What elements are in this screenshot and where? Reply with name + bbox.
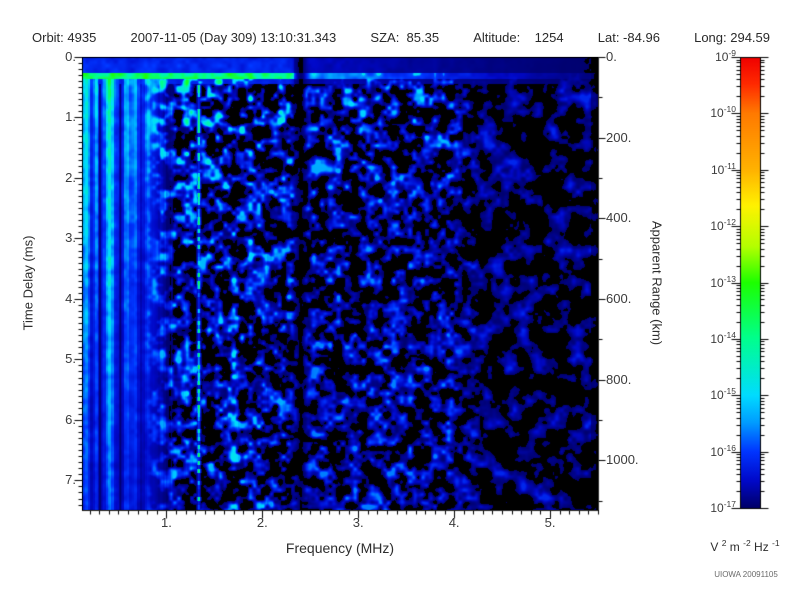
- colorbar-tick-label: 10-10: [710, 104, 736, 121]
- colorbar-tick-label: 10-17: [710, 499, 736, 515]
- credit-label: UIOWA 20091105: [714, 570, 778, 579]
- x-tick-label: 5.: [544, 515, 556, 530]
- right-tick-label: 600.: [606, 291, 632, 307]
- right-tick-label: 0.: [606, 49, 617, 64]
- y-tick-label: 5.: [65, 351, 76, 367]
- y-axis-title: Time Delay (ms): [20, 235, 36, 331]
- y-tick-label: 2.: [65, 169, 76, 185]
- y-tick-label: 3.: [65, 230, 76, 246]
- y-tick-label: 6.: [65, 411, 76, 427]
- colorbar-units-label: V 2 m -2 Hz -1: [710, 538, 780, 554]
- x-tick-label: 2.: [256, 515, 268, 530]
- colorbar-tick-label: 10-13: [710, 273, 736, 290]
- right-tick-label: 1000.: [606, 452, 639, 468]
- colorbar-tick-label: 10-14: [710, 329, 736, 346]
- x-tick-label: 3.: [352, 515, 364, 530]
- right-axis-title: Apparent Range (km): [649, 220, 665, 346]
- right-tick-label: 800.: [606, 371, 632, 387]
- y-tick-label: 4.: [65, 290, 76, 306]
- y-tick-label: 7.: [65, 472, 76, 488]
- colorbar-tick-label: 10-16: [710, 442, 736, 459]
- x-axis-title: Frequency (MHz): [285, 540, 395, 556]
- x-tick-label: 4.: [448, 515, 460, 530]
- colorbar-tick-label: 10-9: [715, 48, 736, 64]
- colorbar-tick-label: 10-15: [710, 386, 736, 403]
- colorbar-tick-label: 10-11: [710, 160, 736, 177]
- x-tick-label: 1.: [160, 515, 172, 530]
- colorbar-tick-label: 10-12: [710, 217, 736, 234]
- y-tick-label: 0.: [65, 49, 76, 64]
- right-tick-label: 200.: [606, 129, 632, 145]
- y-tick-label: 1.: [65, 109, 76, 125]
- right-tick-label: 400.: [606, 210, 632, 226]
